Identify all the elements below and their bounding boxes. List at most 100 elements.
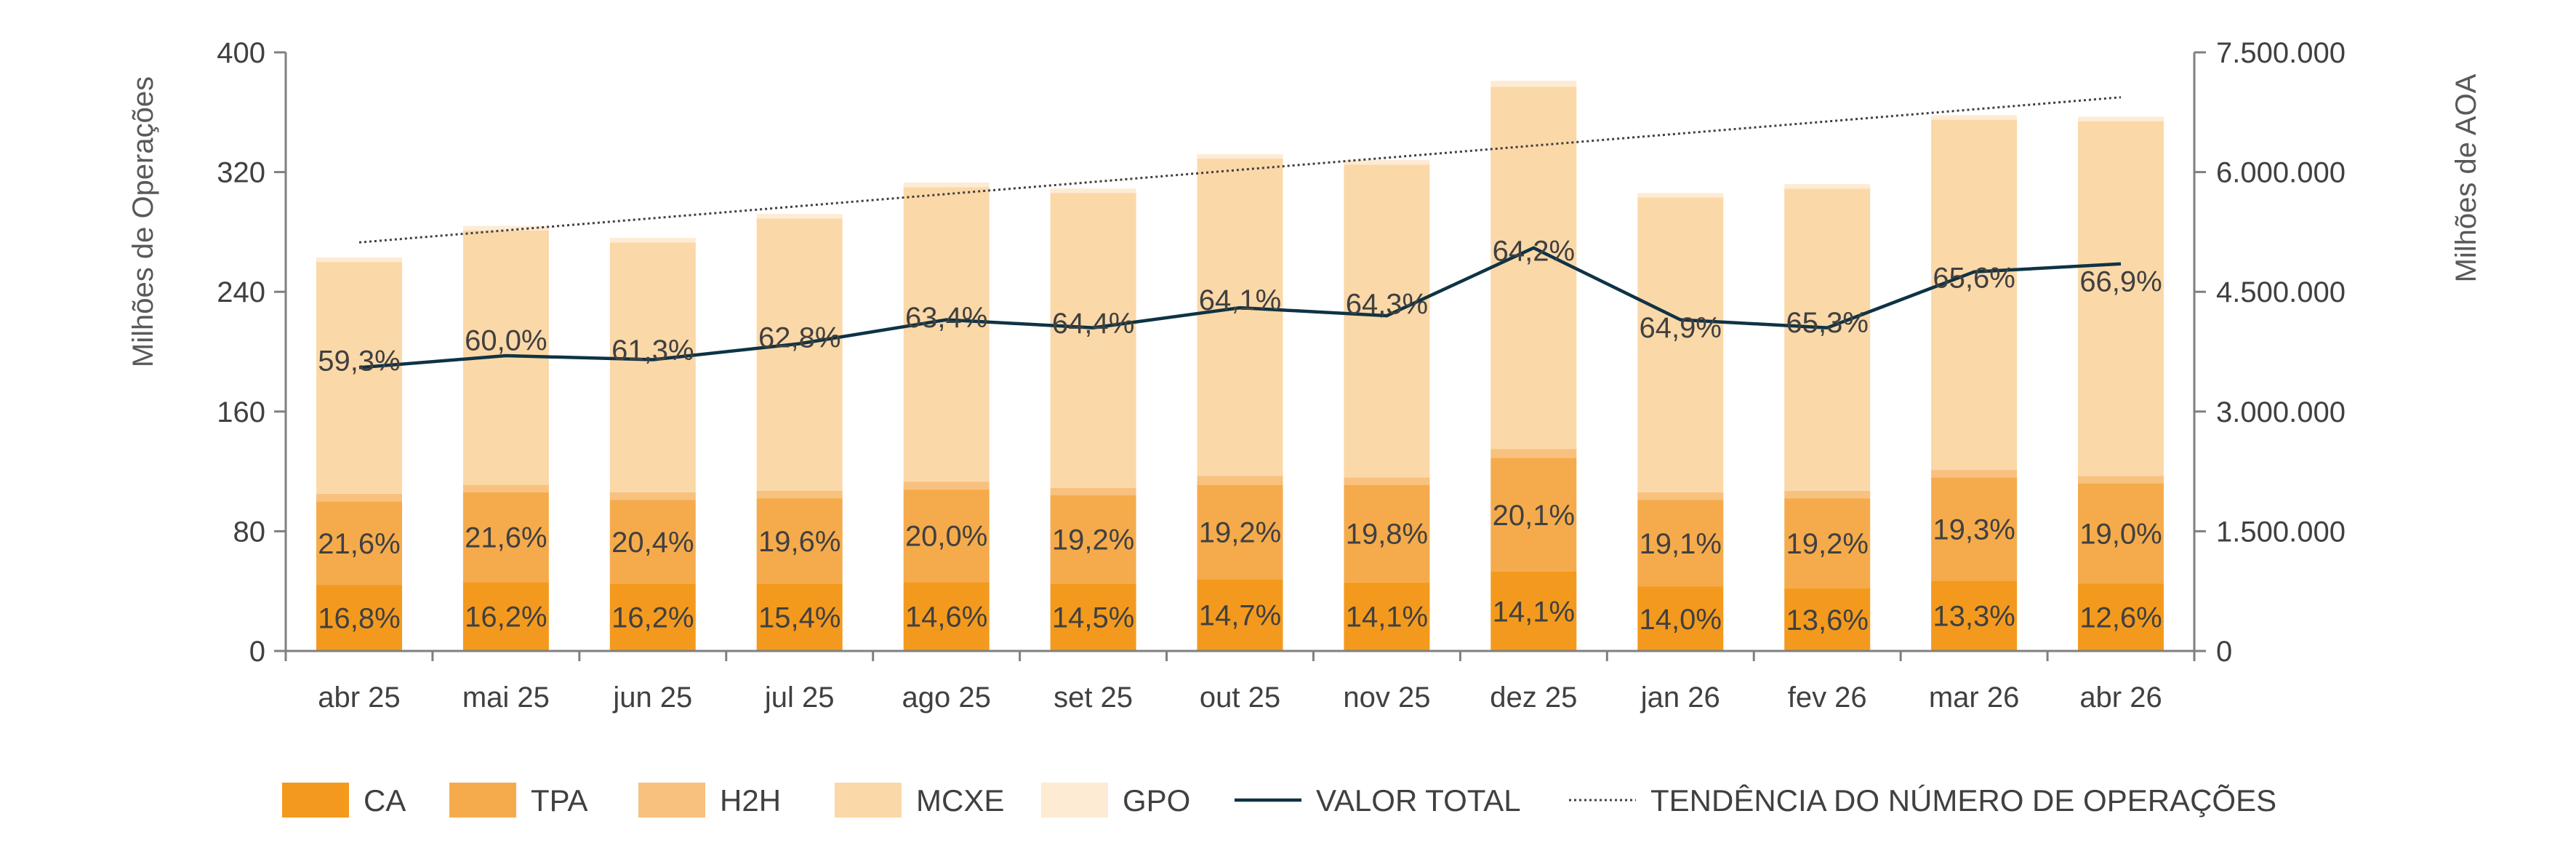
x-tick-label: jun 25 bbox=[612, 682, 692, 714]
bar-segment-tpa bbox=[1197, 484, 1283, 580]
legend-swatch bbox=[282, 783, 349, 818]
bar-segment-mcxe bbox=[1637, 197, 1724, 492]
legend-item-tend-ncia-do-n-mero-de-opera-es: TENDÊNCIA DO NÚMERO DE OPERAÇÕES bbox=[1569, 783, 2276, 818]
bar-segment-gpo bbox=[609, 238, 696, 243]
data-label-tpa: 19,2% bbox=[1052, 524, 1134, 556]
bar-segment-ca bbox=[316, 585, 402, 651]
bar-segment-mcxe bbox=[1931, 119, 2018, 471]
x-tick-label: ago 25 bbox=[902, 682, 990, 714]
y-tick-label-left: 320 bbox=[217, 157, 265, 189]
bar-segment-h2h bbox=[609, 492, 696, 500]
bar-segment-ca bbox=[1637, 586, 1724, 651]
x-tick-label: abr 26 bbox=[2079, 682, 2162, 714]
bar-segment-h2h bbox=[1344, 477, 1430, 485]
data-label-mcxe: 61,3% bbox=[611, 335, 694, 367]
data-label-tpa: 20,0% bbox=[905, 521, 987, 553]
bar-segment-h2h bbox=[1490, 449, 1577, 458]
data-label-mcxe: 65,3% bbox=[1786, 307, 1868, 339]
legend-item-tpa: TPA bbox=[449, 783, 588, 818]
bar-segment-ca bbox=[756, 583, 843, 651]
legend-label: H2H bbox=[720, 783, 781, 818]
data-label-tpa: 19,6% bbox=[758, 526, 840, 558]
y-tick-label-right: 4.500.000 bbox=[2216, 276, 2346, 308]
labels-layer: 16,8% 16,2% 16,2% 15,4% 14,6% 14,5% 14,7% 14,1%… bbox=[318, 235, 2162, 636]
bar-segment-ca bbox=[1490, 572, 1577, 651]
data-label-ca: 14,7% bbox=[1199, 600, 1281, 632]
legend-label: TENDÊNCIA DO NÚMERO DE OPERAÇÕES bbox=[1650, 783, 2276, 818]
data-label-mcxe: 64,2% bbox=[1493, 235, 1575, 267]
valor-total-line bbox=[358, 246, 2122, 369]
bar-segment-tpa bbox=[756, 498, 843, 584]
bar-segment-tpa bbox=[316, 501, 402, 586]
data-label-tpa: 19,3% bbox=[1933, 514, 2015, 546]
bar-segment-mcxe bbox=[756, 218, 843, 491]
legend-label: VALOR TOTAL bbox=[1316, 783, 1521, 818]
bar-segment-h2h bbox=[903, 482, 990, 490]
x-tick-label: set 25 bbox=[1054, 682, 1133, 714]
bar-segment-mcxe bbox=[1050, 193, 1136, 488]
bar-segment-gpo bbox=[462, 225, 549, 231]
data-label-tpa: 19,1% bbox=[1640, 528, 1722, 560]
bar-segment-mcxe bbox=[316, 262, 402, 494]
y-tick-label-right: 6.000.000 bbox=[2216, 157, 2346, 189]
data-label-mcxe: 60,0% bbox=[465, 325, 547, 357]
data-label-mcxe: 65,6% bbox=[1933, 262, 2015, 294]
data-label-mcxe: 64,9% bbox=[1640, 312, 1722, 344]
bar-segment-h2h bbox=[2078, 476, 2164, 484]
bar-segment-gpo bbox=[1197, 153, 1283, 159]
data-label-ca: 16,8% bbox=[318, 603, 400, 635]
bar-segment-tpa bbox=[462, 492, 549, 583]
bar-segment-gpo bbox=[903, 183, 990, 188]
y-axis-left-title: Milhões de Operações bbox=[127, 76, 159, 367]
x-tick-label: dez 25 bbox=[1490, 682, 1577, 714]
y-tick-label-left: 160 bbox=[217, 396, 265, 428]
data-label-ca: 13,3% bbox=[1933, 601, 2015, 633]
x-tick-label: mai 25 bbox=[462, 682, 550, 714]
y-tick-label-left: 80 bbox=[233, 516, 266, 548]
legend: CA TPA H2H MCXE GPO VALOR TOTAL TENDÊNCIA DO N… bbox=[282, 783, 2276, 818]
data-label-mcxe: 62,8% bbox=[758, 322, 840, 354]
bar-segment-mcxe bbox=[609, 242, 696, 492]
x-tick-label: mar 26 bbox=[1929, 682, 2020, 714]
data-label-ca: 14,0% bbox=[1640, 604, 1722, 636]
bar-segment-h2h bbox=[316, 494, 402, 502]
data-label-ca: 16,2% bbox=[611, 602, 694, 634]
x-tick-label: abr 25 bbox=[318, 682, 400, 714]
bar-segment-tpa bbox=[1784, 498, 1871, 588]
x-tick-label: jul 25 bbox=[764, 682, 835, 714]
y-tick-label-right: 7.500.000 bbox=[2216, 37, 2346, 69]
legend-item-mcxe: MCXE bbox=[835, 783, 1004, 818]
data-label-tpa: 19,8% bbox=[1346, 519, 1428, 551]
legend-label: MCXE bbox=[916, 783, 1004, 818]
bar-segment-mcxe bbox=[903, 187, 990, 482]
bar-segment-mcxe bbox=[2078, 121, 2164, 476]
data-label-mcxe: 64,4% bbox=[1052, 308, 1134, 340]
data-label-tpa: 20,1% bbox=[1493, 500, 1575, 532]
data-label-ca: 14,5% bbox=[1052, 602, 1134, 634]
bar-segment-mcxe bbox=[1784, 188, 1871, 491]
bar-segment-gpo bbox=[2078, 116, 2164, 121]
legend-item-gpo: GPO bbox=[1041, 783, 1190, 818]
y-tick-label-right: 3.000.000 bbox=[2216, 396, 2346, 428]
legend-swatch bbox=[835, 783, 902, 818]
legend-swatch bbox=[449, 783, 516, 818]
data-label-mcxe: 66,9% bbox=[2079, 266, 2162, 298]
bar-segment-tpa bbox=[1637, 500, 1724, 587]
data-label-mcxe: 64,1% bbox=[1199, 284, 1281, 316]
bar-segment-gpo bbox=[1931, 115, 2018, 120]
bar-segment-ca bbox=[1197, 579, 1283, 651]
bar-segment-ca bbox=[2078, 583, 2164, 651]
x-tick-label: fev 26 bbox=[1788, 682, 1867, 714]
bar-segment-ca bbox=[1784, 588, 1871, 651]
y-tick-label-right: 0 bbox=[2216, 636, 2232, 668]
x-tick-label: out 25 bbox=[1200, 682, 1280, 714]
data-label-ca: 16,2% bbox=[465, 602, 547, 634]
bar-segment-h2h bbox=[1050, 487, 1136, 495]
bar-segment-tpa bbox=[1344, 484, 1430, 583]
bar-segment-tpa bbox=[1050, 495, 1136, 584]
bar-segment-h2h bbox=[756, 490, 843, 499]
data-label-mcxe: 63,4% bbox=[905, 302, 987, 334]
legend-item-valor-total: VALOR TOTAL bbox=[1235, 783, 1521, 818]
legend-swatch bbox=[638, 783, 705, 818]
